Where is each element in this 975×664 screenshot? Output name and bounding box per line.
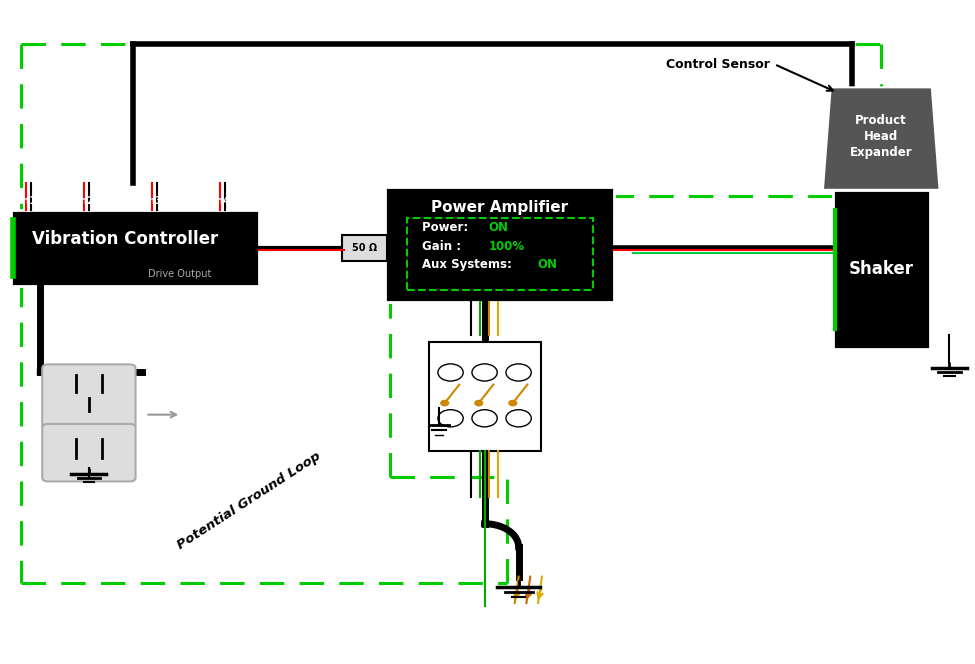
- Polygon shape: [823, 88, 940, 190]
- Text: Product
Head
Expander: Product Head Expander: [850, 114, 913, 159]
- Text: Control Sensor: Control Sensor: [666, 58, 769, 70]
- FancyBboxPatch shape: [11, 210, 259, 286]
- Circle shape: [472, 410, 497, 427]
- Text: Power Amplifier: Power Amplifier: [431, 200, 568, 214]
- Circle shape: [441, 400, 448, 406]
- Text: Vibration Controller: Vibration Controller: [32, 230, 218, 248]
- Circle shape: [509, 400, 517, 406]
- Text: Ch4: Ch4: [210, 197, 231, 207]
- Text: Gain :: Gain :: [422, 240, 466, 252]
- FancyBboxPatch shape: [42, 424, 136, 481]
- Text: Potential Ground Loop: Potential Ground Loop: [176, 450, 324, 552]
- Text: Ch1: Ch1: [16, 197, 36, 207]
- Circle shape: [438, 364, 463, 381]
- Text: Drive Output: Drive Output: [148, 270, 212, 280]
- Text: Shaker: Shaker: [849, 260, 914, 278]
- Circle shape: [472, 364, 497, 381]
- FancyBboxPatch shape: [429, 342, 541, 451]
- Circle shape: [475, 400, 483, 406]
- Text: 100%: 100%: [488, 240, 525, 252]
- Text: Aux Systems:: Aux Systems:: [422, 258, 517, 271]
- Text: ON: ON: [537, 258, 557, 271]
- Text: 50 Ω: 50 Ω: [352, 243, 377, 253]
- Text: Ch3: Ch3: [141, 197, 163, 207]
- Text: Power:: Power:: [422, 221, 473, 234]
- FancyBboxPatch shape: [42, 365, 136, 428]
- Circle shape: [506, 410, 531, 427]
- Circle shape: [506, 364, 531, 381]
- FancyBboxPatch shape: [341, 235, 387, 261]
- Circle shape: [438, 410, 463, 427]
- FancyBboxPatch shape: [385, 187, 614, 302]
- FancyBboxPatch shape: [833, 190, 930, 349]
- Text: ON: ON: [488, 221, 509, 234]
- Text: Ch2: Ch2: [73, 197, 95, 207]
